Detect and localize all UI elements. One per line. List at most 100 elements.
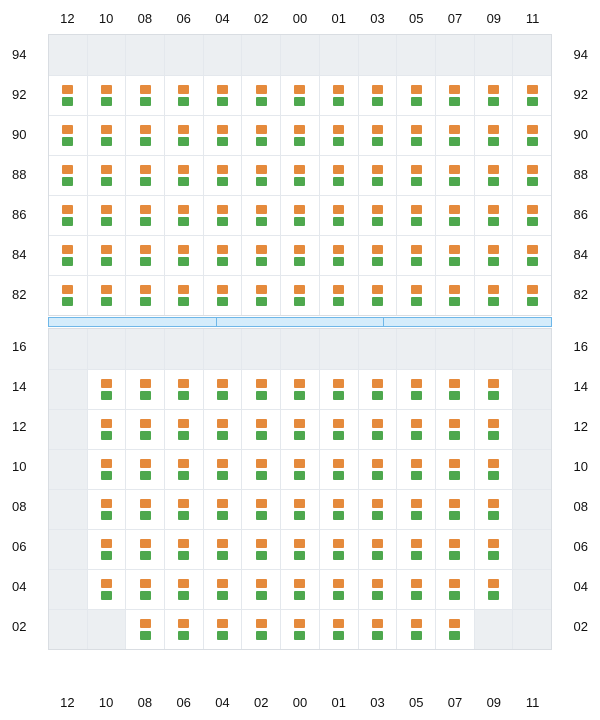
marker-green: [140, 471, 151, 480]
marker-green: [294, 217, 305, 226]
marker-orange: [140, 245, 151, 254]
grid-cell-gap: [512, 329, 551, 369]
marker-orange: [62, 285, 73, 294]
grid-cell: [125, 235, 164, 275]
grid-cell: [512, 195, 551, 235]
column-label: 03: [358, 695, 397, 710]
grid-cell: [396, 489, 435, 529]
marker-orange: [527, 205, 538, 214]
grid-cell: [203, 489, 242, 529]
grid-cell: [396, 609, 435, 649]
grid-cell: [319, 275, 358, 315]
marker-orange: [62, 85, 73, 94]
marker-green: [527, 137, 538, 146]
marker-orange: [140, 459, 151, 468]
marker-orange: [411, 619, 422, 628]
marker-orange: [488, 125, 499, 134]
grid-cell: [512, 115, 551, 155]
marker-orange: [178, 125, 189, 134]
marker-orange: [449, 245, 460, 254]
grid-cell: [87, 449, 126, 489]
column-label: 09: [474, 11, 513, 26]
grid-row: [49, 75, 551, 115]
marker-orange: [101, 379, 112, 388]
grid-cell: [280, 569, 319, 609]
grid-cell: [319, 195, 358, 235]
marker-orange: [217, 205, 228, 214]
marker-orange: [217, 285, 228, 294]
grid-cell: [319, 529, 358, 569]
marker-orange: [178, 499, 189, 508]
grid-cell: [125, 115, 164, 155]
marker-orange: [333, 165, 344, 174]
marker-green: [333, 297, 344, 306]
marker-orange: [333, 539, 344, 548]
grid-cell: [164, 449, 203, 489]
marker-green: [178, 631, 189, 640]
marker-green: [411, 471, 422, 480]
marker-green: [140, 257, 151, 266]
marker-orange: [411, 245, 422, 254]
marker-orange: [217, 419, 228, 428]
marker-orange: [140, 579, 151, 588]
marker-green: [256, 551, 267, 560]
marker-green: [256, 297, 267, 306]
marker-green: [333, 177, 344, 186]
grid-cell-gap: [512, 489, 551, 529]
marker-orange: [140, 539, 151, 548]
column-label: 07: [436, 695, 475, 710]
grid-cell: [49, 195, 87, 235]
grid-cell: [474, 75, 513, 115]
grid-cell-gap: [125, 329, 164, 369]
grid-cell: [125, 369, 164, 409]
marker-orange: [411, 499, 422, 508]
marker-green: [140, 511, 151, 520]
grid-cell: [164, 195, 203, 235]
grid-cell: [203, 115, 242, 155]
grid-cell: [87, 275, 126, 315]
grid-cell-gap: [474, 609, 513, 649]
grid-cell: [280, 195, 319, 235]
grid-cell: [396, 449, 435, 489]
marker-green: [256, 511, 267, 520]
marker-orange: [217, 245, 228, 254]
marker-green: [101, 511, 112, 520]
marker-green: [449, 631, 460, 640]
grid-cell: [474, 569, 513, 609]
grid-cell-gap: [474, 35, 513, 75]
marker-orange: [372, 499, 383, 508]
grid-cell: [396, 195, 435, 235]
marker-orange: [488, 539, 499, 548]
grid-cell: [280, 529, 319, 569]
grid-cell: [358, 569, 397, 609]
marker-orange: [256, 245, 267, 254]
marker-orange: [140, 285, 151, 294]
marker-green: [488, 471, 499, 480]
marker-green: [217, 551, 228, 560]
marker-orange: [256, 379, 267, 388]
marker-orange: [178, 205, 189, 214]
marker-orange: [333, 245, 344, 254]
marker-orange: [294, 459, 305, 468]
marker-orange: [178, 379, 189, 388]
marker-orange: [333, 419, 344, 428]
grid-cell: [474, 275, 513, 315]
marker-orange: [333, 85, 344, 94]
grid-cell: [203, 195, 242, 235]
grid-cell: [358, 75, 397, 115]
marker-orange: [411, 125, 422, 134]
grid-row: [49, 409, 551, 449]
marker-green: [140, 97, 151, 106]
marker-orange: [333, 379, 344, 388]
row-label: 04: [12, 566, 44, 606]
marker-orange: [372, 205, 383, 214]
marker-orange: [488, 165, 499, 174]
marker-green: [256, 217, 267, 226]
marker-orange: [411, 379, 422, 388]
grid-cell: [319, 115, 358, 155]
marker-green: [488, 511, 499, 520]
marker-orange: [178, 539, 189, 548]
marker-orange: [294, 285, 305, 294]
marker-green: [178, 97, 189, 106]
marker-orange: [411, 539, 422, 548]
